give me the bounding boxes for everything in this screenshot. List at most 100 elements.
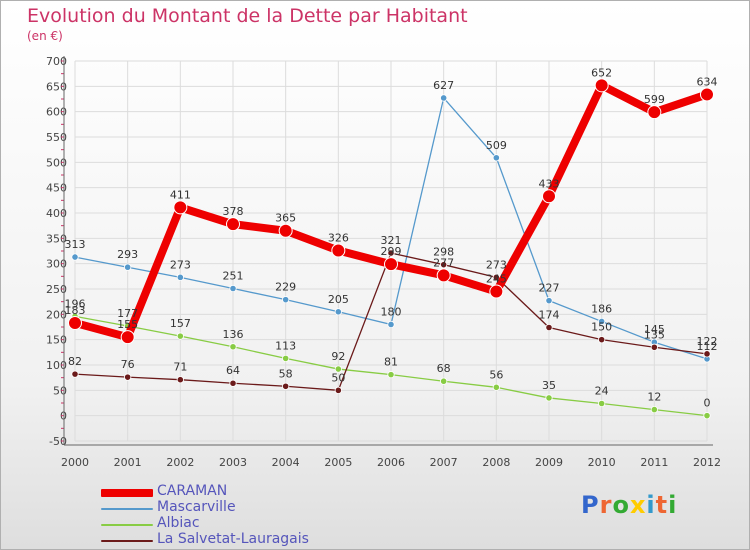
data-label: 599 — [644, 93, 665, 106]
data-label: 56 — [489, 368, 503, 381]
data-point — [334, 386, 342, 394]
data-point — [68, 315, 82, 330]
data-point — [598, 317, 606, 326]
data-point — [440, 261, 448, 269]
data-label: 81 — [384, 356, 398, 369]
data-point — [492, 273, 500, 281]
data-point — [387, 320, 395, 329]
data-point — [440, 94, 448, 102]
data-label: 227 — [539, 282, 560, 295]
data-label: 180 — [381, 305, 402, 318]
data-label: 321 — [381, 234, 402, 247]
y-tick-label: 300 — [46, 258, 67, 271]
data-label: 50 — [331, 371, 345, 384]
data-point — [440, 377, 448, 385]
data-label: 433 — [539, 177, 560, 190]
y-tick-label: 400 — [46, 207, 67, 220]
y-tick-label: 200 — [46, 308, 67, 321]
data-point — [492, 154, 500, 162]
data-label: 135 — [644, 328, 665, 341]
legend-swatch — [101, 508, 153, 510]
data-label: 186 — [591, 302, 612, 315]
data-point — [545, 297, 553, 305]
data-label: 155 — [117, 318, 138, 331]
data-label: 68 — [437, 362, 451, 375]
data-label: 634 — [697, 75, 718, 88]
data-label: 273 — [486, 258, 507, 271]
data-point — [436, 268, 451, 283]
data-point — [647, 105, 662, 120]
data-label: 136 — [223, 328, 244, 341]
y-tick-label: 50 — [53, 384, 67, 397]
data-label: 122 — [697, 335, 718, 348]
data-point — [545, 394, 553, 402]
y-tick-label: 650 — [46, 80, 67, 93]
x-tick-label: 2010 — [588, 456, 616, 469]
data-point — [598, 336, 606, 344]
y-tick-label: 450 — [46, 182, 67, 195]
data-label: 298 — [433, 246, 454, 259]
data-label: 113 — [275, 339, 296, 352]
data-label: 627 — [433, 79, 454, 92]
legend-label: Mascarville — [157, 499, 236, 515]
data-point — [387, 371, 395, 379]
legend-swatch — [101, 540, 153, 542]
data-point — [703, 350, 711, 358]
data-label: 82 — [68, 355, 82, 368]
data-label: 64 — [226, 364, 240, 377]
data-point — [124, 263, 132, 271]
data-label: 251 — [223, 269, 244, 282]
data-label: 652 — [591, 66, 612, 79]
data-point — [71, 370, 79, 378]
data-point — [650, 405, 658, 414]
logo-letter: i — [668, 491, 678, 519]
chart-subtitle: (en €) — [27, 29, 63, 43]
y-tick-label: -50 — [49, 435, 67, 448]
data-label: 326 — [328, 231, 349, 244]
x-tick-label: 2008 — [482, 456, 510, 469]
data-label: 365 — [275, 212, 296, 225]
data-label: 183 — [65, 304, 86, 317]
data-label: 177 — [117, 307, 138, 320]
data-label: 411 — [170, 188, 191, 201]
data-label: 58 — [279, 367, 293, 380]
legend-swatch — [101, 524, 153, 526]
data-label: 245 — [486, 273, 507, 286]
x-tick-label: 2005 — [324, 456, 352, 469]
data-label: 12 — [647, 391, 661, 404]
data-point — [71, 253, 79, 261]
logo-letter: x — [629, 491, 647, 519]
data-point — [700, 87, 714, 102]
data-point — [334, 308, 342, 316]
data-label: 145 — [644, 323, 665, 336]
data-label: 293 — [117, 248, 138, 261]
logo-letter: i — [646, 491, 656, 519]
data-label: 205 — [328, 293, 349, 306]
data-point — [282, 382, 290, 390]
data-label: 313 — [65, 238, 86, 251]
x-tick-label: 2007 — [430, 456, 458, 469]
data-point — [278, 223, 293, 238]
y-tick-label: 350 — [46, 232, 67, 245]
data-label: 378 — [223, 205, 244, 218]
data-point — [489, 284, 504, 299]
data-label: 509 — [486, 139, 507, 152]
logo-letter: r — [599, 491, 613, 519]
proxiti-logo: Proxiti — [581, 491, 677, 519]
data-point — [229, 379, 237, 387]
data-point — [542, 189, 556, 204]
data-label: 112 — [697, 340, 718, 353]
data-point — [120, 330, 135, 345]
data-label: 24 — [595, 385, 609, 398]
legend-swatch — [101, 489, 153, 497]
x-tick-label: 2002 — [166, 456, 194, 469]
x-tick-label: 2003 — [219, 456, 247, 469]
y-tick-label: 150 — [46, 334, 67, 347]
y-tick-label: 700 — [46, 55, 67, 68]
data-label: 273 — [170, 258, 191, 271]
legend-label: Albiac — [157, 515, 200, 531]
x-tick-label: 2001 — [114, 456, 142, 469]
chart-title: Evolution du Montant de la Dette par Hab… — [27, 5, 468, 27]
data-label: 299 — [381, 245, 402, 258]
